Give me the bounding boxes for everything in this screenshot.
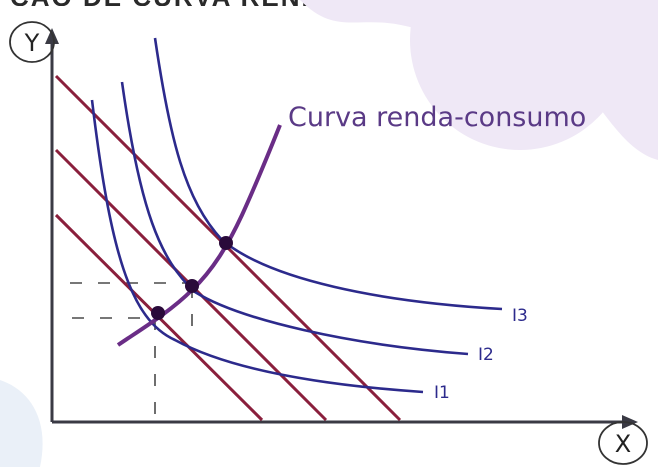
y-axis-arrow — [45, 28, 59, 44]
equilibrium-point-3 — [219, 236, 233, 250]
x-axis-label: X — [615, 430, 631, 458]
guide-dashes — [70, 283, 192, 420]
indifference-label-1: I1 — [434, 383, 450, 403]
indifference-label-3: I3 — [512, 306, 528, 326]
background-blob-bottom — [0, 380, 43, 467]
equilibrium-point-2 — [185, 279, 199, 293]
indifference-curve-1 — [92, 100, 423, 392]
indifference-label-2: I2 — [478, 345, 494, 365]
y-axis-label: Y — [24, 29, 40, 57]
curve-label: Curva renda-consumo — [288, 102, 586, 133]
equilibrium-point-1 — [151, 306, 165, 320]
